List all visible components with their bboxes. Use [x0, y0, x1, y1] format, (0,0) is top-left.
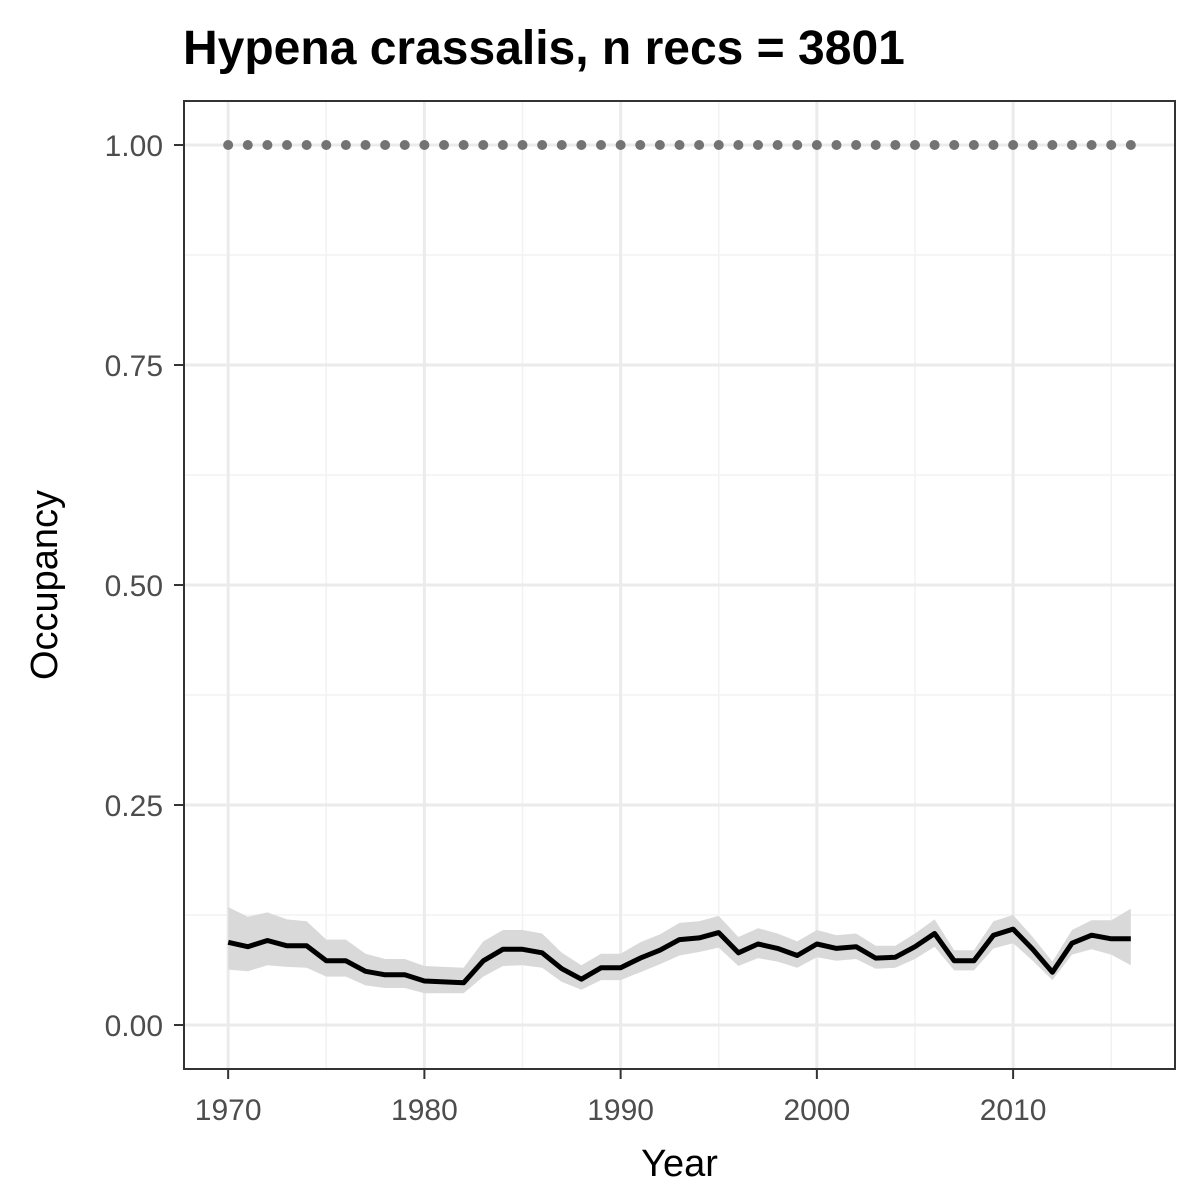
reference-point	[792, 140, 803, 150]
confidence-ribbon-layer	[228, 907, 1131, 994]
reference-point	[1106, 140, 1117, 150]
reference-point	[517, 140, 528, 150]
y-axis-title: Occupancy	[24, 490, 66, 680]
reference-point	[360, 140, 371, 150]
reference-point	[988, 140, 999, 150]
occupancy-line	[227, 926, 1131, 986]
reference-point	[1027, 140, 1038, 150]
y-axis: 0.00 0.25 0.50 0.75 1.00	[105, 130, 184, 1043]
x-tick-label: 1980	[391, 1094, 458, 1127]
reference-points-layer	[223, 140, 1136, 150]
reference-point	[340, 140, 351, 150]
reference-point	[301, 140, 312, 150]
reference-point	[890, 140, 901, 150]
reference-point	[596, 140, 607, 150]
y-tick-label: 0.50	[105, 570, 163, 603]
confidence-ribbon	[228, 907, 1131, 994]
reference-point	[1125, 140, 1136, 150]
reference-point	[380, 140, 391, 150]
reference-point	[439, 140, 450, 150]
reference-point	[635, 140, 646, 150]
reference-point	[1047, 140, 1058, 150]
reference-point	[752, 140, 763, 150]
reference-point	[537, 140, 548, 150]
reference-point	[851, 140, 862, 150]
reference-point	[282, 140, 293, 150]
reference-point	[733, 140, 744, 150]
x-tick-label: 1990	[587, 1094, 654, 1127]
reference-point	[694, 140, 705, 150]
reference-point	[321, 140, 332, 150]
x-axis-title: Year	[641, 1143, 718, 1185]
reference-point	[419, 140, 430, 150]
x-axis: 1970 1980 1990 2000 2010	[195, 1069, 1047, 1127]
reference-point	[929, 140, 940, 150]
reference-point	[1086, 140, 1097, 150]
reference-point	[458, 140, 469, 150]
reference-point	[262, 140, 273, 150]
chart-title: Hypena crassalis, n recs = 3801	[183, 22, 905, 75]
reference-point	[399, 140, 410, 150]
x-tick-label: 2000	[783, 1094, 850, 1127]
y-tick-label: 1.00	[105, 130, 163, 163]
reference-point	[713, 140, 724, 150]
reference-point	[870, 140, 881, 150]
reference-point	[556, 140, 567, 150]
reference-point	[909, 140, 920, 150]
x-tick-label: 2010	[980, 1094, 1047, 1127]
reference-point	[576, 140, 587, 150]
reference-point	[242, 140, 253, 150]
reference-point	[1066, 140, 1077, 150]
reference-point	[223, 140, 234, 150]
reference-point	[831, 140, 842, 150]
reference-point	[615, 140, 626, 150]
reference-point	[497, 140, 508, 150]
reference-point	[674, 140, 685, 150]
y-tick-label: 0.75	[105, 350, 163, 383]
reference-point	[1008, 140, 1019, 150]
y-tick-label: 0.25	[105, 790, 163, 823]
reference-point	[478, 140, 489, 150]
mean-line-layer	[227, 926, 1131, 986]
reference-point	[654, 140, 665, 150]
x-tick-label: 1970	[195, 1094, 262, 1127]
reference-point	[949, 140, 960, 150]
y-tick-label: 0.00	[105, 1010, 163, 1043]
reference-point	[811, 140, 822, 150]
reference-point	[772, 140, 783, 150]
reference-point	[968, 140, 979, 150]
